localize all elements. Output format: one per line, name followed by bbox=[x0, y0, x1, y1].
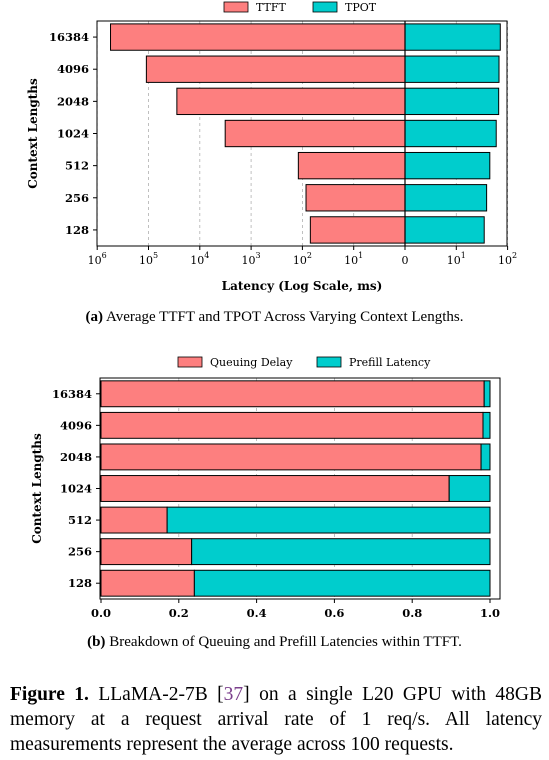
y-axis-label: Context Lengths bbox=[30, 433, 44, 544]
figure-caption-label: Figure 1. bbox=[10, 684, 89, 705]
ttft-bar bbox=[224, 119, 406, 148]
tpot-bar bbox=[404, 87, 500, 116]
x-tick-label: 106 bbox=[88, 251, 107, 267]
caption-a: (a) Average TTFT and TPOT Across Varying… bbox=[0, 309, 549, 326]
prefill-latency-bar bbox=[166, 506, 491, 534]
tpot-bar bbox=[404, 151, 491, 180]
queuing-delay-bar bbox=[100, 569, 195, 597]
queuing-delay-bar bbox=[100, 538, 193, 566]
caption-b-label: (b) bbox=[87, 634, 106, 650]
y-tick-label: 128 bbox=[68, 576, 92, 590]
queuing-prefill-chart: 16384 4096 2048 1024 512 256 128 0.0 0.2 0.4 0.6 0.… bbox=[30, 356, 501, 620]
y-tick-label: 256 bbox=[68, 545, 92, 559]
tpot-bar bbox=[404, 119, 497, 148]
queuing-delay-bar bbox=[100, 506, 168, 534]
plot-frame bbox=[99, 377, 501, 600]
y-tick-label: 128 bbox=[65, 223, 89, 237]
tpot-bar bbox=[404, 216, 485, 244]
x-tick-label: 0 bbox=[402, 254, 409, 267]
tpot-bar bbox=[404, 184, 488, 212]
y-tick-label: 4096 bbox=[57, 62, 89, 76]
figure-caption-text-2: ] on a single L20 GPU with 48GB memory a… bbox=[10, 684, 543, 755]
caption-b-text: Breakdown of Queuing and Prefill Latenci… bbox=[109, 634, 462, 650]
ttft-bar bbox=[297, 151, 406, 180]
x-tick-label: 103 bbox=[242, 251, 261, 267]
x-tick-label: 105 bbox=[139, 251, 158, 267]
x-tick-label: 0.0 bbox=[91, 606, 111, 620]
tpot-bar bbox=[404, 55, 500, 83]
x-tick-label: 101 bbox=[344, 251, 363, 267]
prefill-latency-bar bbox=[483, 380, 491, 408]
legend-swatch-queuing bbox=[177, 356, 203, 368]
ttft-bar bbox=[176, 87, 406, 116]
ttft-bar bbox=[145, 55, 406, 83]
x-tick-label: 101 bbox=[447, 251, 466, 267]
legend-swatch-prefill bbox=[316, 356, 342, 368]
queuing-delay-bar bbox=[100, 475, 450, 502]
queuing-delay-bar bbox=[100, 443, 482, 471]
figure-caption: Figure 1. LLaMA-2-7B [37] on a single L2… bbox=[10, 682, 542, 757]
ttft-bar bbox=[309, 216, 406, 244]
caption-b: (b) Breakdown of Queuing and Prefill Lat… bbox=[0, 634, 549, 651]
y-tick-label: 4096 bbox=[60, 418, 92, 432]
x-tick-label: 102 bbox=[293, 251, 312, 267]
x-tick-label: 1.0 bbox=[480, 606, 500, 620]
ttft-tpot-chart: 16384 4096 2048 1024 512 256 128 106 105 104 103 10… bbox=[26, 1, 517, 293]
legend-swatch-ttft bbox=[223, 1, 249, 13]
legend-label-tpot: TPOT bbox=[345, 1, 377, 14]
ttft-bar bbox=[305, 184, 406, 212]
caption-a-label: (a) bbox=[85, 309, 104, 325]
y-tick-label: 2048 bbox=[60, 450, 92, 464]
legend-swatch-tpot bbox=[312, 1, 338, 13]
prefill-latency-bar bbox=[482, 411, 491, 439]
figure-caption-text-1: LLaMA-2-7B [ bbox=[98, 684, 224, 705]
y-tick-label: 512 bbox=[65, 159, 89, 173]
x-tick-label: 104 bbox=[190, 251, 209, 267]
figure-caption-ref[interactable]: 37 bbox=[223, 684, 244, 705]
y-tick-label: 1024 bbox=[60, 482, 92, 496]
x-tick-label: 102 bbox=[498, 251, 517, 267]
legend-label-queuing: Queuing Delay bbox=[210, 356, 293, 369]
prefill-latency-bar bbox=[193, 569, 491, 597]
legend-label-prefill: Prefill Latency bbox=[349, 356, 431, 369]
y-tick-label: 1024 bbox=[57, 127, 89, 141]
y-axis-label: Context Lengths bbox=[26, 78, 40, 189]
legend-label-ttft: TTFT bbox=[256, 1, 287, 14]
y-tick-label: 512 bbox=[68, 513, 92, 527]
queuing-delay-bar bbox=[100, 411, 484, 439]
prefill-latency-bar bbox=[191, 538, 491, 566]
y-tick-label: 16384 bbox=[49, 30, 89, 44]
prefill-latency-bar bbox=[448, 475, 491, 502]
x-axis-label: Latency (Log Scale, ms) bbox=[222, 279, 383, 293]
prefill-latency-bar bbox=[480, 443, 491, 471]
x-tick-label: 0.6 bbox=[324, 606, 344, 620]
caption-a-text: Average TTFT and TPOT Across Varying Con… bbox=[105, 309, 464, 325]
y-tick-label: 2048 bbox=[57, 94, 89, 108]
x-tick-label: 0.4 bbox=[247, 606, 267, 620]
y-tick-label: 256 bbox=[65, 191, 89, 205]
ttft-bar bbox=[110, 23, 406, 51]
y-tick-label: 16384 bbox=[52, 387, 92, 401]
queuing-delay-bar bbox=[100, 380, 485, 408]
tpot-bar bbox=[404, 23, 501, 51]
x-tick-label: 0.8 bbox=[402, 606, 422, 620]
x-tick-label: 0.2 bbox=[169, 606, 189, 620]
